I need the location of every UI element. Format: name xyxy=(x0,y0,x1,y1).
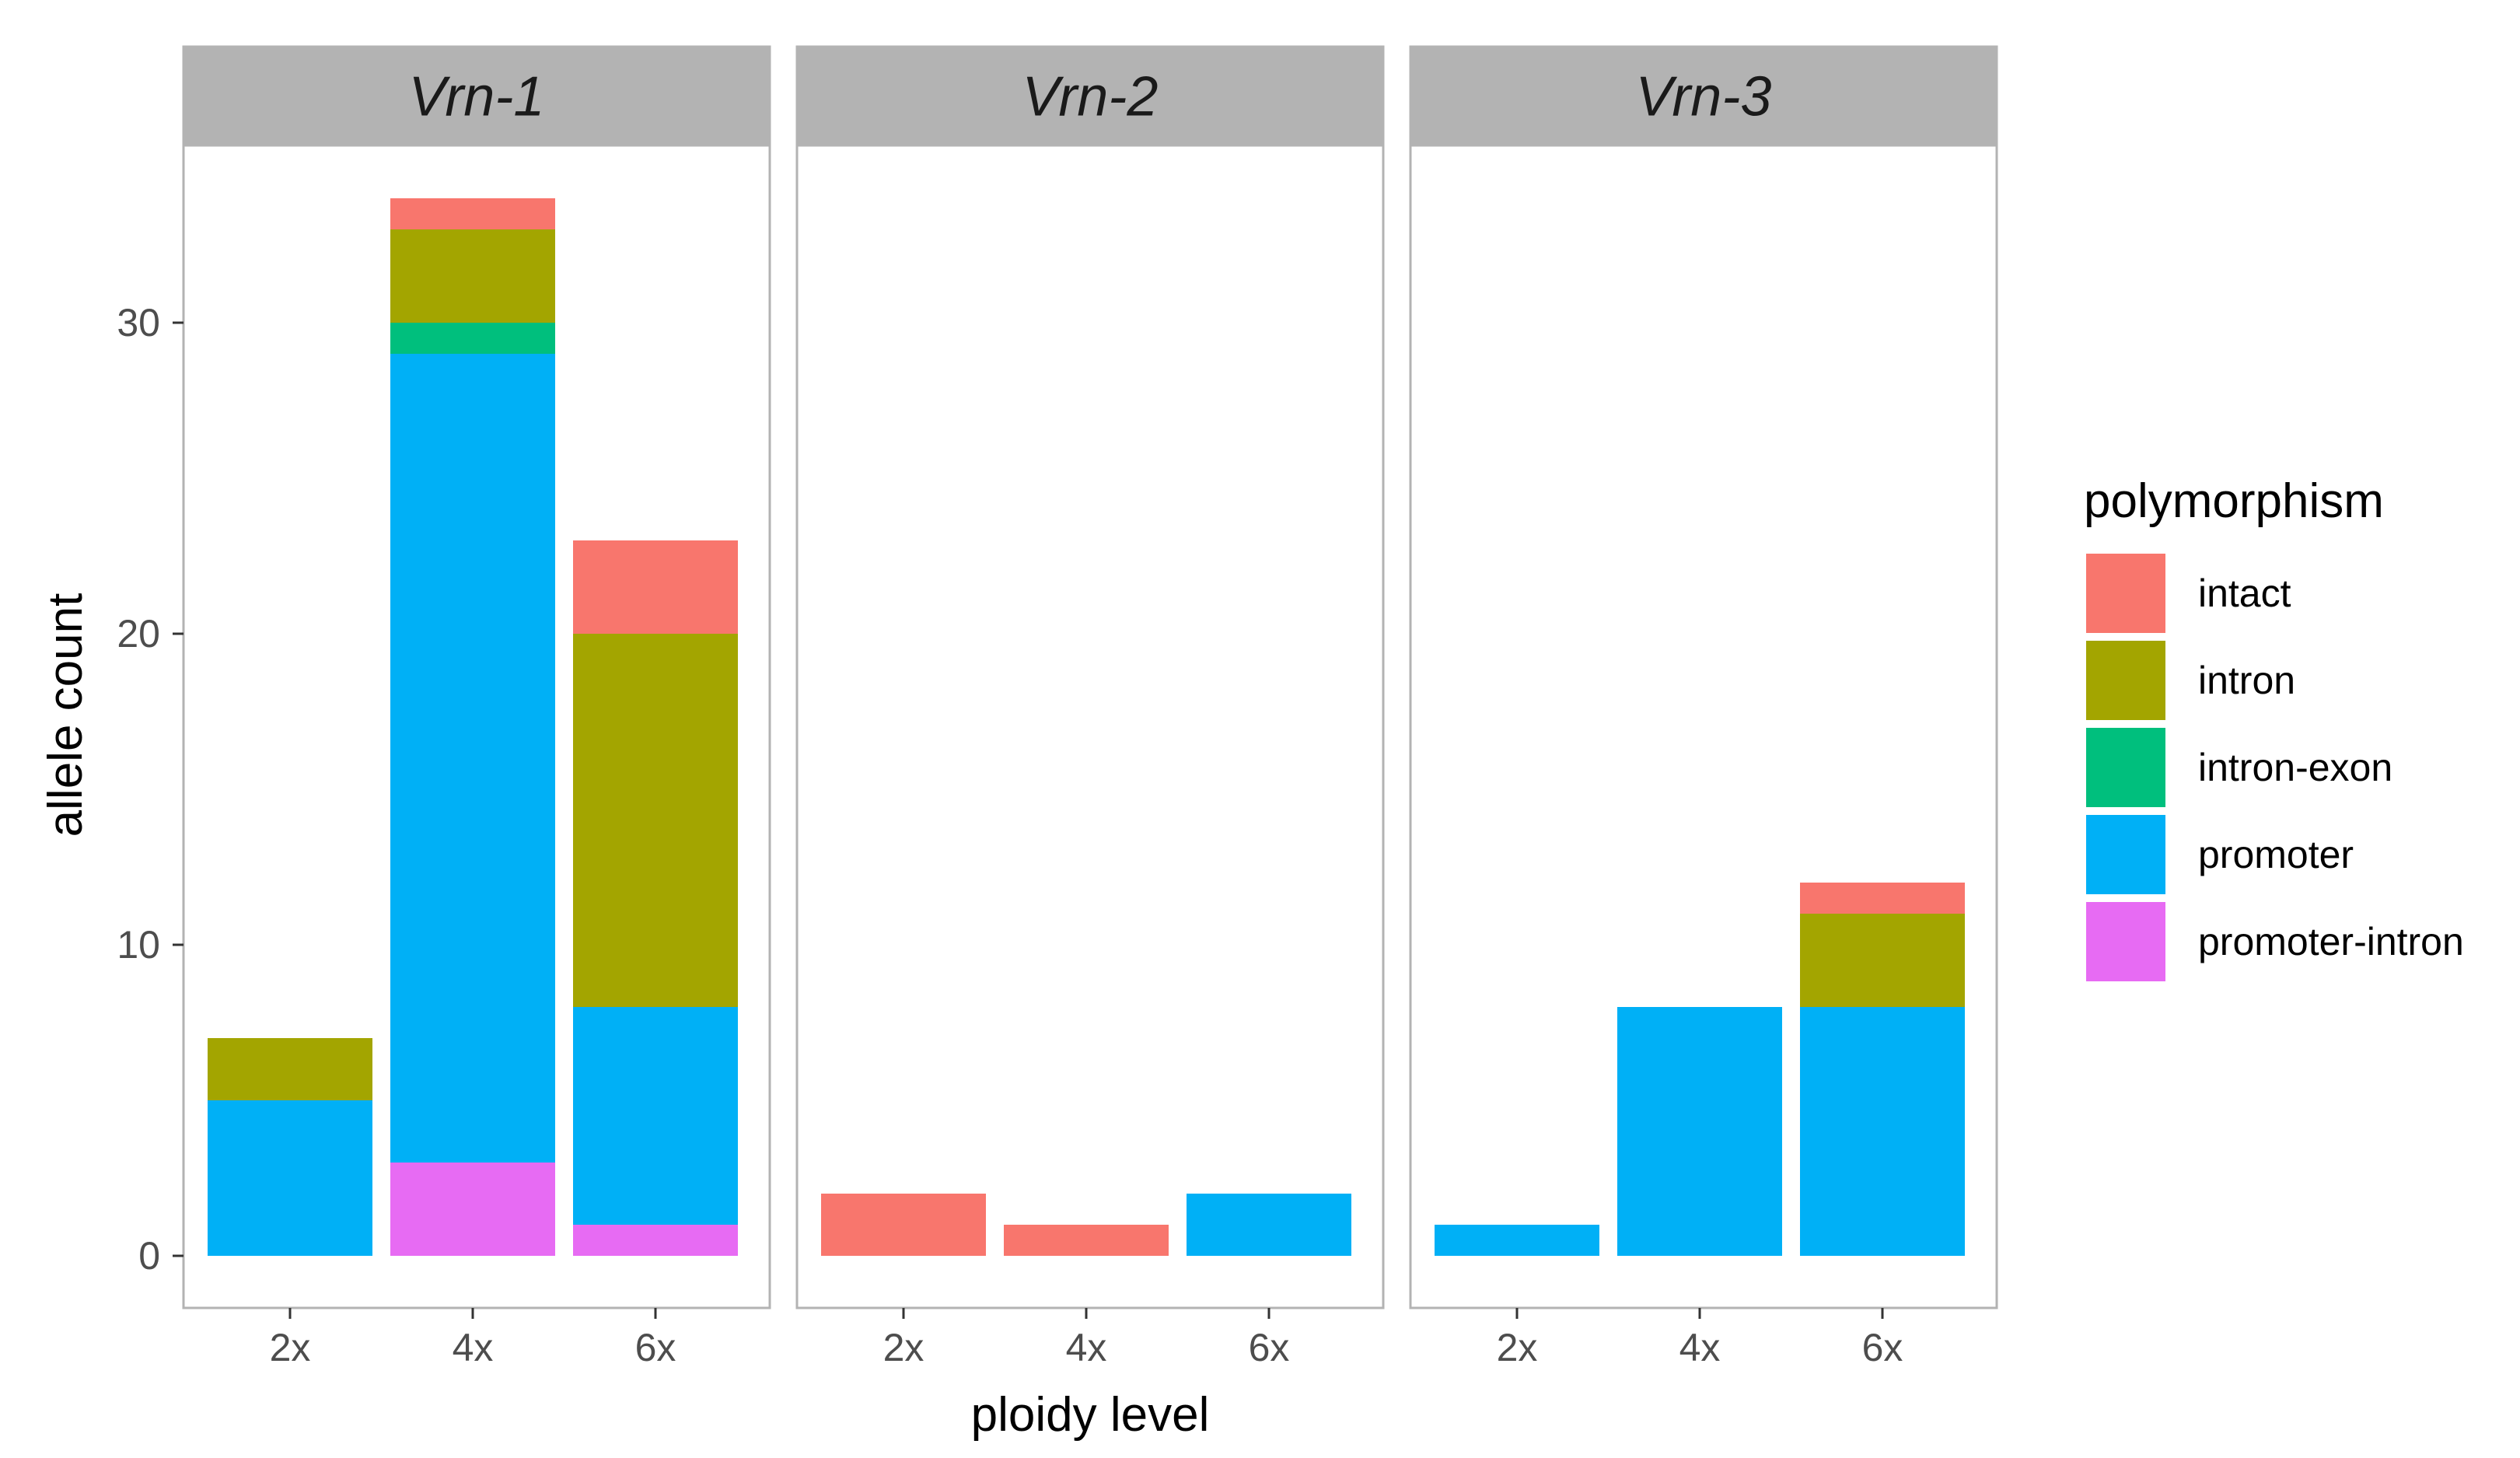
bar-segment-promoter xyxy=(208,1100,372,1256)
y-axis: 0 10 20 30 xyxy=(117,301,183,1278)
bar-segment-promoter-intron xyxy=(390,1163,555,1256)
bar-segment-intact xyxy=(1800,883,1965,914)
facet-panel-vrn-3: Vrn-3 2x 4x 6x xyxy=(1409,45,1998,1369)
facet-strip xyxy=(1409,45,1998,147)
facet-strip xyxy=(182,45,771,147)
panel-border xyxy=(795,144,1385,1309)
facet-strip-label: Vrn-2 xyxy=(1022,66,1159,128)
legend-label-intron: intron xyxy=(2198,659,2295,702)
bar-segment-promoter xyxy=(1617,1007,1782,1256)
bar-segment-promoter xyxy=(1187,1194,1351,1256)
facet-strip-label: Vrn-1 xyxy=(409,66,545,128)
bar-segment-promoter-intron xyxy=(573,1225,738,1256)
y-tick-label: 0 xyxy=(138,1234,160,1278)
bar-segment-intron xyxy=(390,229,555,323)
x-tick-label: 6x xyxy=(1249,1326,1290,1369)
bar-segment-intron xyxy=(1800,914,1965,1007)
legend-key-intron-exon xyxy=(2086,728,2165,807)
bar-segment-intact xyxy=(390,198,555,229)
bar-segment-promoter xyxy=(573,1007,738,1225)
legend-key-promoter xyxy=(2086,815,2165,894)
bar-segment-promoter xyxy=(1800,1007,1965,1256)
facet-strip-label: Vrn-3 xyxy=(1636,66,1772,128)
y-tick-label: 20 xyxy=(117,612,160,656)
x-tick-label: 2x xyxy=(270,1326,311,1369)
bar-segment-intron-exon xyxy=(390,323,555,354)
y-tick-label: 10 xyxy=(117,923,160,967)
x-tick-label: 2x xyxy=(883,1326,924,1369)
bar-segment-promoter xyxy=(390,354,555,1163)
x-tick-label: 2x xyxy=(1497,1326,1538,1369)
x-tick-label: 4x xyxy=(1679,1326,1721,1369)
bar-segment-intron xyxy=(208,1038,372,1100)
y-tick-label: 30 xyxy=(117,301,160,344)
legend-label-promoter-intron: promoter-intron xyxy=(2198,920,2464,963)
bar-segment-intact xyxy=(1004,1225,1169,1256)
legend-key-intact xyxy=(2086,554,2165,633)
x-axis-title: ploidy level xyxy=(971,1388,1210,1442)
x-tick-label: 4x xyxy=(453,1326,494,1369)
facet-panel-vrn-1: Vrn-1 2x 4x 6x xyxy=(182,45,771,1369)
x-tick-label: 4x xyxy=(1066,1326,1107,1369)
legend-label-promoter: promoter xyxy=(2198,833,2354,876)
facet-panels: Vrn-1 2x 4x 6x Vrn-2 2x 4x 6x Vrn-3 2x 4x 6x xyxy=(182,45,1998,1369)
legend: polymorphism intact intron intron-exon prom… xyxy=(2084,474,2464,981)
bar-segment-intact xyxy=(821,1194,986,1256)
facet-strip xyxy=(795,45,1385,147)
facet-panel-vrn-2: Vrn-2 2x 4x 6x xyxy=(795,45,1385,1369)
legend-key-promoter-intron xyxy=(2086,902,2165,981)
x-tick-label: 6x xyxy=(1862,1326,1903,1369)
legend-label-intron-exon: intron-exon xyxy=(2198,746,2392,789)
legend-label-intact: intact xyxy=(2198,572,2291,615)
x-tick-label: 6x xyxy=(635,1326,676,1369)
y-axis-title: allele count xyxy=(39,593,93,837)
bar-segment-intact xyxy=(573,540,738,634)
bar-segment-promoter xyxy=(1435,1225,1599,1256)
legend-key-intron xyxy=(2086,641,2165,720)
bar-segment-intron xyxy=(573,634,738,1007)
legend-title: polymorphism xyxy=(2084,474,2384,528)
